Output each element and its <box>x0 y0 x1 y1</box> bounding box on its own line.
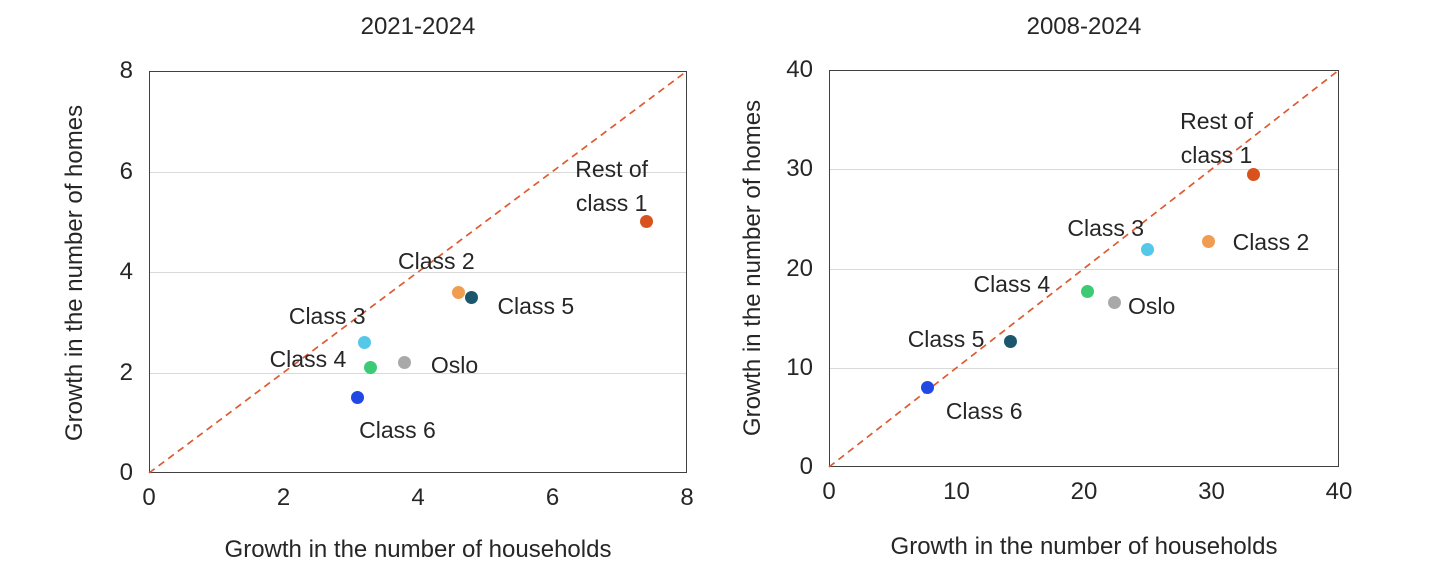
x-tick-label: 2 <box>276 484 291 511</box>
diagonal-reference-line <box>148 70 688 474</box>
data-point-class-3 <box>1141 243 1155 257</box>
data-label-class-5: Class 5 <box>451 289 621 323</box>
x-axis-label-left: Growth in the number of households <box>224 536 612 563</box>
x-tick-label: 4 <box>411 484 425 511</box>
data-label-line: class 1 <box>575 189 648 216</box>
data-point-class-6 <box>350 391 364 405</box>
x-tick-label: 20 <box>1070 478 1098 505</box>
plot-border <box>829 70 1339 467</box>
data-label-class-6: Class 6 <box>312 413 482 447</box>
y-tick-label: 2 <box>119 358 133 386</box>
data-label-rest-of-class-1: Rest of class 1 <box>1132 104 1302 172</box>
plot-border <box>149 71 687 473</box>
data-point-class-6 <box>920 381 934 395</box>
data-label-line: Class 3 <box>1067 214 1145 241</box>
data-label-line: Class 6 <box>359 416 436 443</box>
data-label-line: Rest of <box>575 155 649 182</box>
y-gridline <box>829 367 1339 369</box>
x-tick-label: 6 <box>545 484 560 511</box>
y-tick-label: 4 <box>119 258 133 285</box>
y-tick-label: 8 <box>119 57 133 84</box>
x-tick-label: 30 <box>1198 478 1225 505</box>
data-point-class-3 <box>357 335 371 349</box>
y-tick-label: 0 <box>119 459 133 486</box>
y-tick-label: 40 <box>786 56 813 83</box>
y-gridline <box>829 268 1339 270</box>
y-gridline <box>829 169 1339 171</box>
data-label-class-6: Class 6 <box>899 394 1069 428</box>
data-label-oslo: Oslo <box>1067 289 1237 323</box>
data-point-rest-of-class-1 <box>640 215 654 229</box>
data-label-line: class 1 <box>1180 142 1253 169</box>
chart-title-right: 2008-2024 <box>1026 13 1142 40</box>
y-tick-label: 30 <box>786 155 813 183</box>
data-label-line: Class 2 <box>397 248 475 275</box>
x-tick-label: 10 <box>943 478 970 505</box>
data-label-class-3: Class 3 <box>242 299 412 333</box>
data-label-class-5: Class 5 <box>861 322 1031 356</box>
y-tick-label: 20 <box>786 254 813 282</box>
data-label-class-2: Class 2 <box>351 244 521 278</box>
data-label-line: Oslo <box>430 352 479 379</box>
data-label-class-4: Class 4 <box>927 267 1097 301</box>
data-label-oslo: Oslo <box>370 348 540 382</box>
data-label-line: Class 2 <box>1232 228 1310 255</box>
data-label-line: Class 5 <box>497 293 575 320</box>
data-point-class-5 <box>465 290 479 304</box>
data-label-rest-of-class-1: Rest of class 1 <box>527 152 697 220</box>
data-label-line: Class 4 <box>269 346 347 373</box>
data-label-class-4: Class 4 <box>223 342 393 376</box>
data-point-class-5 <box>1003 335 1017 349</box>
y-tick-label: 0 <box>799 453 813 480</box>
data-point-rest-of-class-1 <box>1247 167 1261 181</box>
x-tick-label: 40 <box>1325 478 1353 505</box>
data-point-oslo <box>398 355 412 369</box>
data-point-class-2 <box>451 285 465 299</box>
y-tick-label: 6 <box>119 157 133 185</box>
data-label-line: Class 3 <box>288 303 366 330</box>
data-label-class-2: Class 2 <box>1186 225 1356 259</box>
data-label-line: Oslo <box>1127 293 1176 320</box>
data-point-class-2 <box>1202 235 1216 249</box>
chart-title-left: 2021-2024 <box>360 13 476 40</box>
y-gridline <box>149 272 687 273</box>
x-axis-label-right: Growth in the number of households <box>890 533 1278 560</box>
y-tick-label: 10 <box>786 353 813 381</box>
data-point-class-4 <box>1081 284 1095 298</box>
x-tick-label: 8 <box>680 484 694 511</box>
y-gridline <box>149 372 687 374</box>
data-label-line: Class 4 <box>973 271 1051 298</box>
data-label-line: Class 6 <box>945 397 1023 424</box>
x-tick-label: 0 <box>822 478 836 505</box>
x-tick-label: 0 <box>142 484 156 511</box>
data-label-line: Rest of <box>1180 108 1253 135</box>
data-point-class-4 <box>364 360 378 374</box>
data-point-oslo <box>1108 295 1122 309</box>
y-gridline <box>149 171 687 173</box>
data-label-line: Class 5 <box>907 325 985 352</box>
data-label-class-3: Class 3 <box>1021 211 1191 245</box>
